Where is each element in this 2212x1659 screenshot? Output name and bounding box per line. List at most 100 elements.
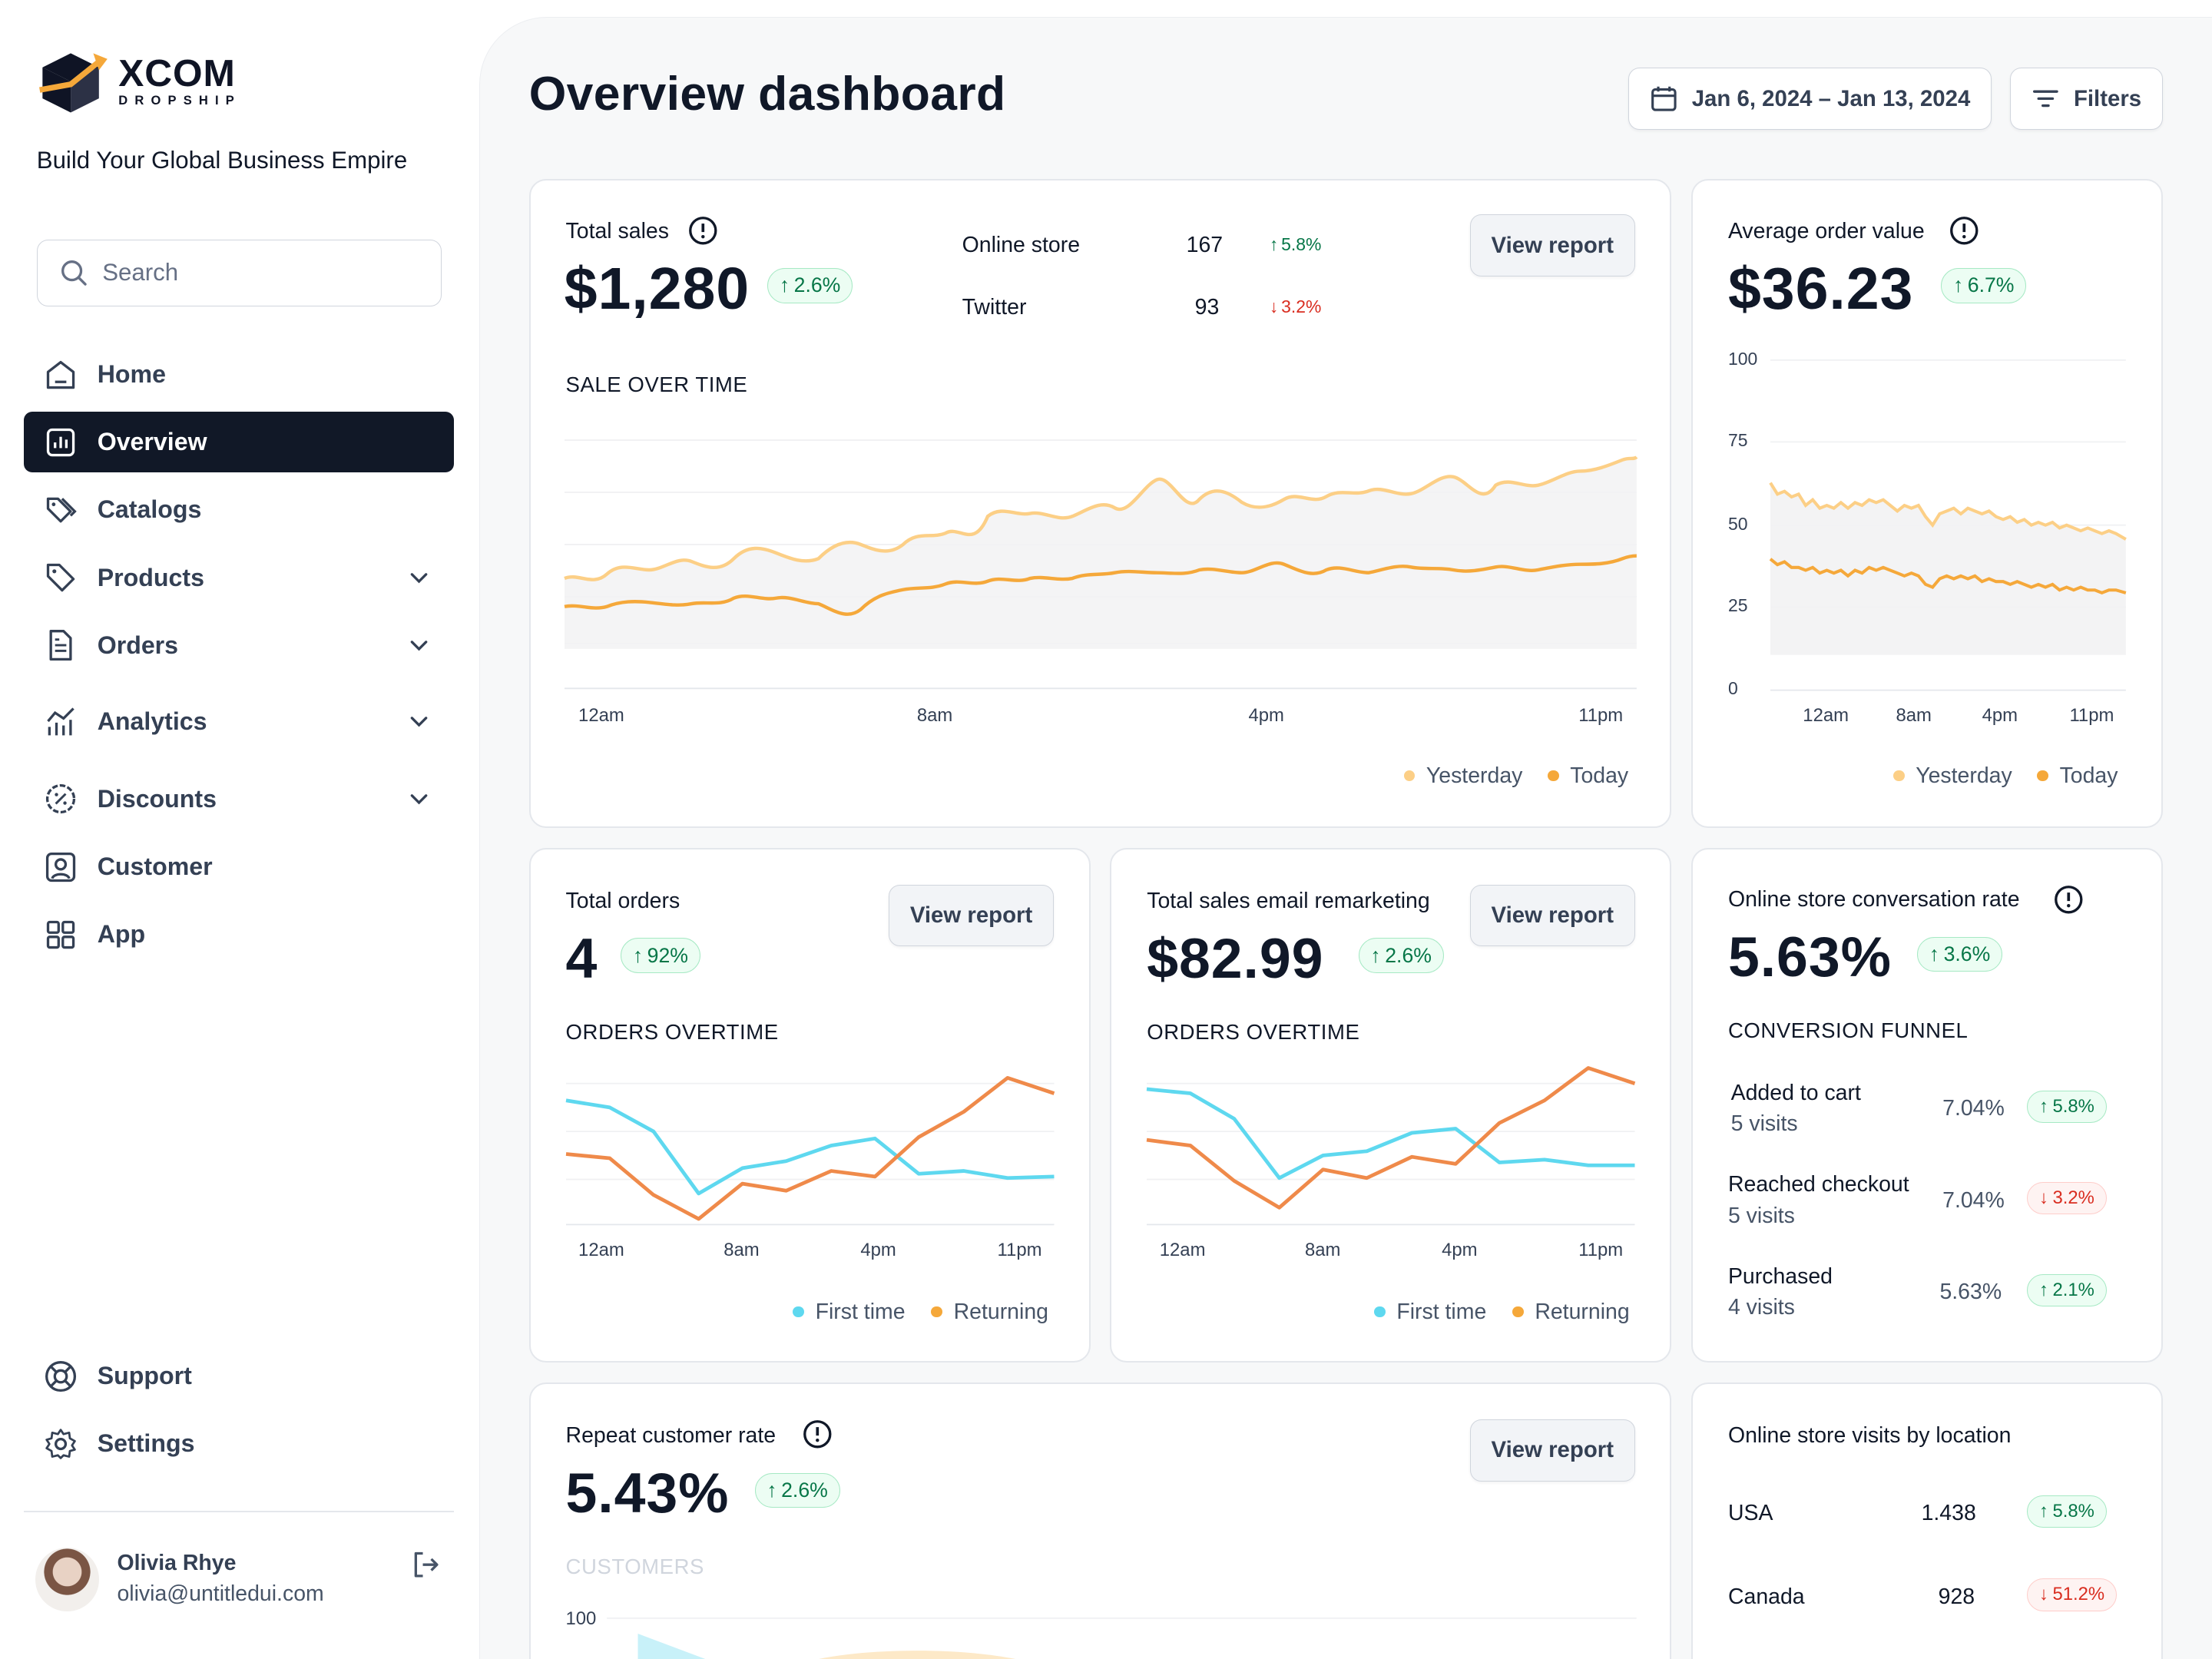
chevron-down-icon[interactable] [406, 565, 432, 590]
repeat-change-badge: ↑ 2.6% [754, 1472, 840, 1508]
location-change: 51.2% [2052, 1584, 2105, 1605]
info-icon[interactable] [688, 216, 718, 246]
email-sales-value: $82.99 [1147, 926, 1324, 990]
brand-logo[interactable]: XCOM DROPSHIP [37, 48, 241, 115]
customers-area-orange [818, 1650, 1016, 1659]
nav-item-settings[interactable]: Settings [24, 1413, 454, 1474]
search-placeholder: Search [102, 259, 179, 286]
funnel-row-name: Added to cart [1730, 1080, 1861, 1105]
location-change-badge: ↑ 5.8% [2027, 1495, 2107, 1528]
nav-item-home[interactable]: Home [24, 344, 454, 405]
arrow-up-icon: ↑ [1370, 943, 1381, 967]
nav-item-app[interactable]: App [24, 904, 454, 965]
date-range-button[interactable]: Jan 6, 2024 – Jan 13, 2024 [1628, 68, 1992, 130]
total-orders-value: 4 [565, 926, 598, 990]
chevron-down-icon[interactable] [406, 786, 432, 811]
nav-item-discounts[interactable]: Discounts [24, 769, 454, 830]
location-count: 928 [1938, 1584, 1975, 1609]
filters-label: Filters [2073, 85, 2142, 111]
returning-line [565, 1075, 1055, 1221]
total-sales-view-report-button[interactable]: View report [1469, 214, 1635, 276]
arrow-up-icon: ↑ [1952, 273, 1964, 297]
repeat-view-report-button[interactable]: View report [1469, 1419, 1635, 1482]
legend-dot [793, 1306, 804, 1318]
repeat-change: 2.6% [781, 1478, 828, 1502]
customers-area-cyan [637, 1633, 706, 1659]
funnel-row-name: Reached checkout [1727, 1172, 1909, 1197]
nav-label-support: Support [97, 1362, 192, 1390]
gear-icon [45, 1429, 76, 1459]
total-sales-value: $1,280 [564, 256, 750, 323]
legend-label: Yesterday [1916, 763, 2012, 788]
arrow-up-icon: ↑ [632, 943, 644, 967]
logout-icon[interactable] [410, 1549, 441, 1580]
customers-title: CUSTOMERS [565, 1555, 704, 1579]
nav-item-customer[interactable]: Customer [24, 836, 454, 897]
conversion-change-badge: ↑ 3.6% [1917, 936, 2002, 972]
returning-line [1146, 1065, 1636, 1210]
arrow-up-icon: ↑ [1270, 233, 1279, 254]
channel-change-online-store-value: 5.8% [1281, 233, 1322, 254]
nav-item-products[interactable]: Products [24, 548, 454, 608]
channel-change-twitter-value: 3.2% [1281, 296, 1322, 316]
chevron-down-icon[interactable] [406, 632, 432, 657]
funnel-row-change: 2.1% [2052, 1279, 2094, 1300]
y-tick-label: 100 [1727, 348, 1758, 369]
user-square-icon [45, 852, 76, 882]
legend-label: First time [815, 1299, 906, 1324]
legend-dot [1373, 1306, 1386, 1318]
logo-cube-icon [38, 53, 108, 113]
channel-change-twitter: ↓ 3.2% [1270, 296, 1321, 317]
nav-label-overview: Overview [97, 428, 207, 456]
today-line [564, 554, 1637, 616]
email-sales-view-report-button[interactable]: View report [1469, 884, 1635, 947]
repeat-value: 5.43% [565, 1460, 730, 1525]
legend-label: Yesterday [1426, 763, 1523, 788]
sale-over-time-title: SALE OVER TIME [565, 372, 748, 396]
avatar[interactable] [35, 1547, 99, 1611]
nav-item-overview[interactable]: Overview [24, 412, 455, 473]
info-icon[interactable] [803, 1419, 833, 1449]
nav-item-orders[interactable]: Orders [24, 615, 454, 676]
funnel-row-change-badge: ↓ 3.2% [2027, 1182, 2107, 1215]
total-orders-change: 92% [647, 943, 688, 967]
aov-change: 6.7% [1967, 273, 2015, 297]
total-sales-change-badge: ↑ 2.6% [767, 267, 853, 303]
total-orders-view-report-button[interactable]: View report [889, 884, 1054, 947]
nav-label-settings: Settings [97, 1429, 195, 1458]
email-sales-change-badge: ↑ 2.6% [1358, 938, 1444, 974]
aov-change-badge: ↑ 6.7% [1941, 267, 2027, 303]
legend-dot [1512, 1306, 1524, 1318]
filters-button[interactable]: Filters [2010, 68, 2163, 130]
legend-today: Today [1547, 763, 1628, 789]
nav-item-support[interactable]: Support [24, 1346, 454, 1406]
average-order-value-card [1691, 179, 2163, 829]
info-icon[interactable] [2054, 885, 2084, 915]
arrow-down-icon: ↓ [2039, 1187, 2048, 1209]
x-tick-label: 12am [578, 705, 624, 727]
filter-lines-icon [2032, 90, 2058, 108]
orders-chart [565, 1075, 1055, 1226]
tag-icon [46, 563, 75, 592]
legend-label: First time [1396, 1299, 1487, 1324]
search-input[interactable]: Search [36, 240, 442, 306]
location-change: 5.8% [2052, 1501, 2094, 1522]
total-sales-change: 2.6% [793, 273, 841, 297]
info-icon[interactable] [1949, 216, 1979, 246]
aov-value: $36.23 [1727, 256, 1914, 323]
x-tick-label: 4pm [1248, 705, 1284, 727]
nav-item-catalogs[interactable]: Catalogs [24, 479, 454, 540]
nav-label-discounts: Discounts [97, 784, 217, 813]
nav-item-analytics[interactable]: Analytics [24, 691, 454, 752]
brand-sub: DROPSHIP [118, 93, 241, 108]
location-name: Canada [1727, 1584, 1805, 1609]
legend-today: Today [2037, 763, 2118, 789]
nav-label-orders: Orders [97, 631, 179, 659]
grid-icon [46, 920, 75, 949]
funnel-row-change: 5.8% [2052, 1095, 2094, 1117]
conversion-label: Online store conversation rate [1727, 887, 2020, 912]
chevron-down-icon[interactable] [406, 708, 432, 733]
yesterday-area [564, 457, 1637, 649]
legend-label: Returning [1535, 1299, 1630, 1324]
total-orders-label: Total orders [565, 889, 680, 914]
